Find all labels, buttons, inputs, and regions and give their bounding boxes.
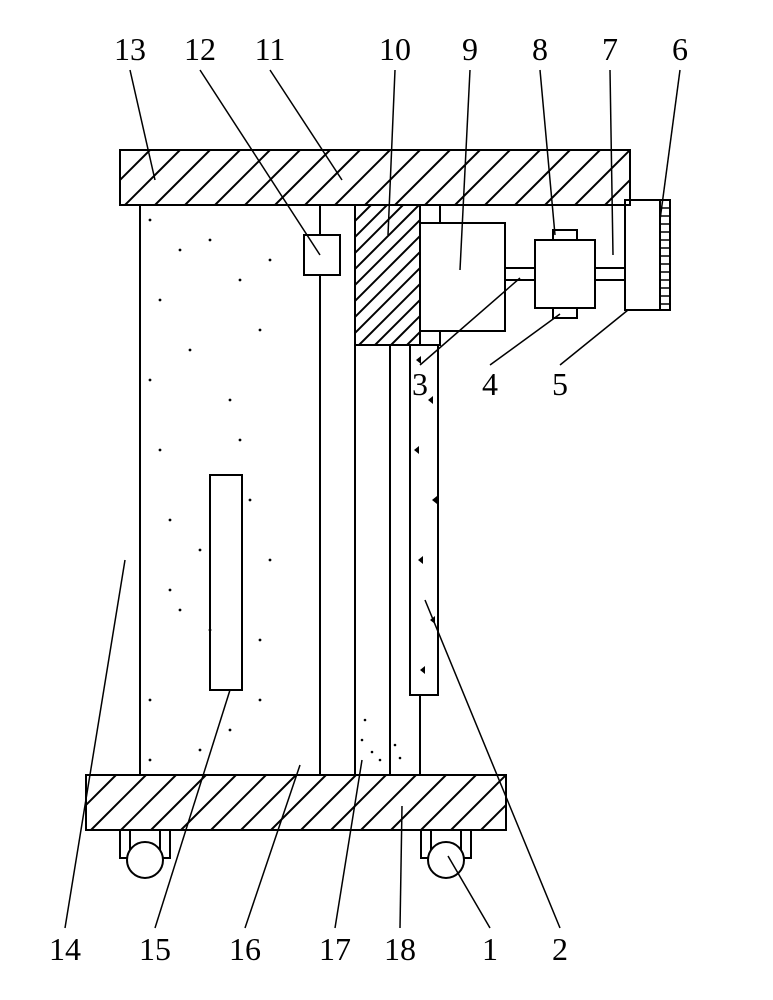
callout-16: 16: [229, 931, 261, 967]
callout-8: 8: [532, 31, 548, 67]
callout-5: 5: [552, 366, 568, 402]
callout-7: 7: [602, 31, 618, 67]
wheel-left: [127, 842, 163, 878]
callout-17: 17: [319, 931, 351, 967]
pulley-pin-top: [553, 230, 577, 240]
callout-6: 6: [672, 31, 688, 67]
shaft-2: [595, 268, 625, 280]
pulley: [535, 240, 595, 308]
callout-10: 10: [379, 31, 411, 67]
callout-18: 18: [384, 931, 416, 967]
motor-box: [420, 223, 505, 331]
small-block: [304, 235, 340, 275]
callout-11: 11: [255, 31, 286, 67]
slide-tab-top: [420, 205, 440, 223]
right-strip: [355, 345, 390, 775]
callout-3: 3: [412, 366, 428, 402]
wheel-right: [428, 842, 464, 878]
right-strip-speckle: [361, 719, 402, 762]
callout-14: 14: [49, 931, 81, 967]
callout-2: 2: [552, 931, 568, 967]
callout-4: 4: [482, 366, 498, 402]
endcap: [625, 200, 660, 310]
callout-15: 15: [139, 931, 171, 967]
inner-bar: [320, 205, 355, 775]
callout-12: 12: [184, 31, 216, 67]
column-slot: [210, 475, 242, 690]
callout-13: 13: [114, 31, 146, 67]
callout-9: 9: [462, 31, 478, 67]
callout-1: 1: [482, 931, 498, 967]
base-plate-hatch: [31, 775, 596, 830]
top-plate-hatch: [65, 150, 720, 205]
